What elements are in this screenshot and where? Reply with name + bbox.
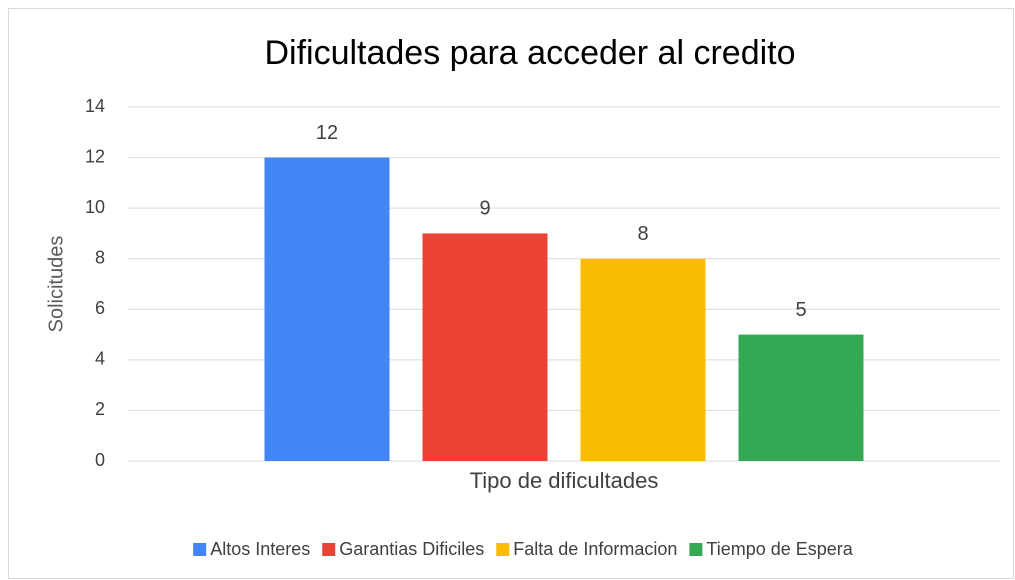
data-label: 5 [795,299,806,321]
y-tick-label: 10 [85,197,105,217]
y-tick-label: 0 [95,450,105,470]
legend-swatch [496,543,510,556]
y-tick-label: 6 [95,298,105,318]
legend-label: Tiempo de Espera [706,539,853,559]
data-label: 8 [637,223,648,245]
data-label: 12 [316,122,338,144]
legend-swatch [322,543,336,556]
y-tick-label: 8 [95,247,105,267]
bar [580,258,706,461]
y-tick-label: 12 [85,146,105,166]
y-axis-title: Solicitudes [45,236,67,333]
legend-label: Falta de Informacion [513,539,677,559]
y-tick-label: 14 [85,96,105,116]
legend-swatch [689,543,703,556]
legend-swatch [193,543,207,556]
bar [422,233,548,461]
bar [738,334,864,461]
x-tick-label: Tipo de dificultades [470,468,659,493]
bar [264,157,390,462]
legend-label: Altos Interes [210,539,310,559]
y-tick-label: 2 [95,399,105,419]
legend-label: Garantias Dificiles [339,539,484,559]
chart-title: Dificultades para acceder al credito [264,34,795,72]
y-tick-label: 4 [95,349,105,369]
data-label: 9 [479,198,490,220]
